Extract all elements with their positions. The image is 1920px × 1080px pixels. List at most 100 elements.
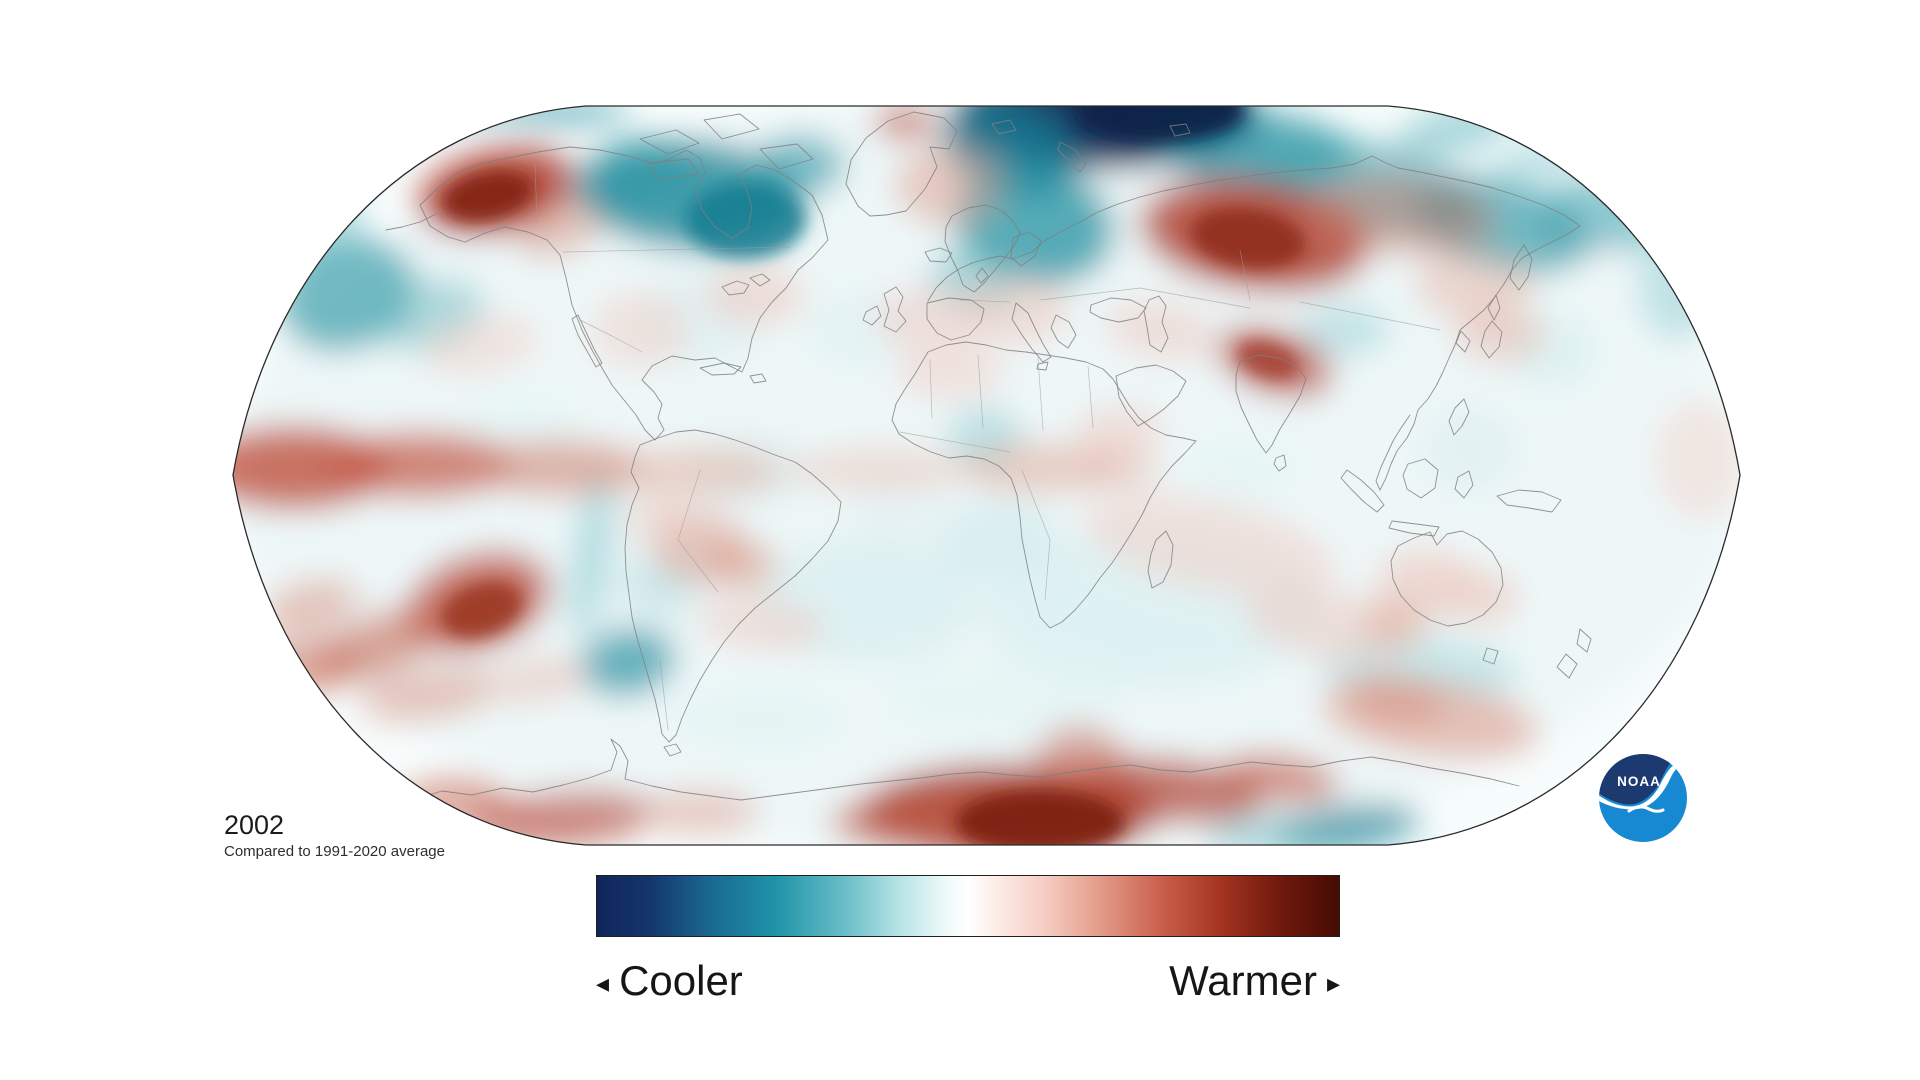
anomaly-blob: [1300, 304, 1390, 356]
coast-balkans: [1050, 314, 1077, 349]
anomaly-blob: [490, 106, 630, 128]
warmer-label-text: Warmer: [1169, 957, 1317, 1004]
anomaly-blob: [1362, 596, 1434, 644]
coast-aleutians: [385, 213, 437, 231]
cooler-label-text: Cooler: [619, 957, 743, 1004]
anomaly-blob: [590, 290, 690, 370]
country-borders: [534, 163, 1441, 731]
anomaly-blob: [420, 313, 540, 377]
anomaly-blob: [475, 440, 645, 496]
coast-south-america: [624, 429, 842, 743]
anomaly-blob: [1540, 175, 1660, 255]
anomaly-blob: [490, 656, 590, 704]
noaa-logo-text: NOAA: [1617, 774, 1661, 789]
coast-sri-lanka: [1273, 454, 1287, 472]
coast-kamchatka: [1509, 244, 1533, 291]
anomaly-blob: [1420, 405, 1520, 495]
coast-novaya-zemlya: [1057, 141, 1087, 173]
temperature-colorbar: [596, 875, 1340, 937]
cooler-label: ◂ Cooler: [596, 957, 743, 1005]
coast-east-asia: [1379, 225, 1581, 491]
anomaly-blob: [880, 660, 1120, 740]
coast-gulf-thailand: [1375, 414, 1411, 491]
coast-scandinavia: [944, 204, 1021, 293]
anomaly-blob: [1220, 752, 1340, 804]
anomaly-blob: [640, 790, 760, 834]
anomaly-blob: [955, 790, 1125, 845]
coast-nz-south: [1556, 653, 1578, 679]
anomaly-blob: [960, 275, 1070, 345]
coast-caspian: [1143, 295, 1169, 353]
coast-arabia: [1115, 364, 1187, 427]
anomaly-blob: [1305, 174, 1495, 256]
anomaly-blob: [1345, 674, 1445, 726]
anomaly-blob: [580, 627, 676, 697]
coast-baja: [571, 314, 603, 368]
coast-arctic-island-4: [647, 158, 700, 180]
coast-india: [1235, 354, 1307, 454]
anomaly-blob: [1180, 435, 1300, 505]
coast-arctic-island-2: [703, 113, 760, 140]
anomaly-field: [233, 106, 1740, 845]
left-arrow-icon: ◂: [596, 968, 610, 998]
coast-svalbard: [991, 119, 1017, 135]
coast-borneo: [1402, 458, 1439, 499]
warmer-label: Warmer ▸: [1169, 957, 1340, 1005]
coast-iberia: [926, 297, 985, 341]
anomaly-blob: [1205, 816, 1315, 845]
coast-sakhalin: [1487, 294, 1501, 321]
anomaly-blob: [625, 495, 695, 545]
coast-tasmania: [1482, 647, 1499, 665]
colorbar-labels: ◂ Cooler Warmer ▸: [596, 957, 1340, 1005]
anomaly-blob: [516, 201, 604, 259]
coast-great-lakes-1: [721, 280, 750, 296]
coast-denmark: [975, 267, 989, 284]
coast-new-guinea: [1496, 489, 1562, 513]
anomaly-blob: [895, 344, 1005, 400]
anomaly-blob: [1082, 493, 1338, 597]
coast-west-europe: [927, 255, 1014, 302]
coast-russia-north: [1012, 155, 1581, 260]
coast-sicily: [1036, 361, 1049, 371]
anomaly-blob: [755, 135, 845, 195]
anomaly-blob: [1105, 298, 1215, 362]
coast-hispaniola: [749, 373, 767, 384]
anomaly-blob: [442, 170, 534, 222]
coast-java: [1388, 520, 1440, 537]
map-year-title: 2002: [224, 810, 285, 840]
coast-severnaya-zemlya: [1169, 123, 1191, 137]
coast-north-america: [419, 146, 829, 441]
coast-philippines: [1448, 398, 1470, 436]
anomaly-blob: [706, 539, 778, 591]
anomaly-blob: [1436, 570, 1520, 626]
anomaly-blob: [895, 143, 1005, 227]
coast-africa: [891, 341, 1197, 629]
anomaly-blob: [1655, 400, 1740, 520]
coast-uk: [883, 286, 907, 333]
map-outline: [232, 105, 1741, 846]
anomaly-blob: [360, 668, 500, 722]
anomaly-blob: [1415, 250, 1535, 320]
anomaly-blob: [261, 578, 359, 636]
noaa-logo-navy-shape: [1599, 754, 1673, 805]
noaa-bird-wing-icon: [1627, 805, 1665, 813]
anomaly-blob: [580, 138, 700, 212]
anomaly-blob: [790, 446, 970, 494]
coast-iceland: [924, 247, 953, 263]
anomaly-blob: [568, 470, 616, 640]
noaa-logo: NOAA: [1599, 754, 1687, 842]
coast-korea: [1455, 330, 1471, 353]
coast-sumatra: [1340, 469, 1385, 513]
coast-japan: [1480, 320, 1503, 359]
anomaly-blob: [1075, 756, 1265, 824]
anomaly-blob: [1237, 340, 1299, 380]
anomaly-blob: [670, 685, 850, 755]
anomaly-blob: [430, 106, 510, 124]
anomaly-blob: [705, 263, 805, 327]
coast-madagascar: [1147, 530, 1174, 589]
right-arrow-icon: ▸: [1326, 968, 1340, 998]
coast-australia: [1390, 530, 1504, 627]
coast-black-sea: [1089, 297, 1147, 323]
anomaly-blob: [325, 432, 515, 498]
